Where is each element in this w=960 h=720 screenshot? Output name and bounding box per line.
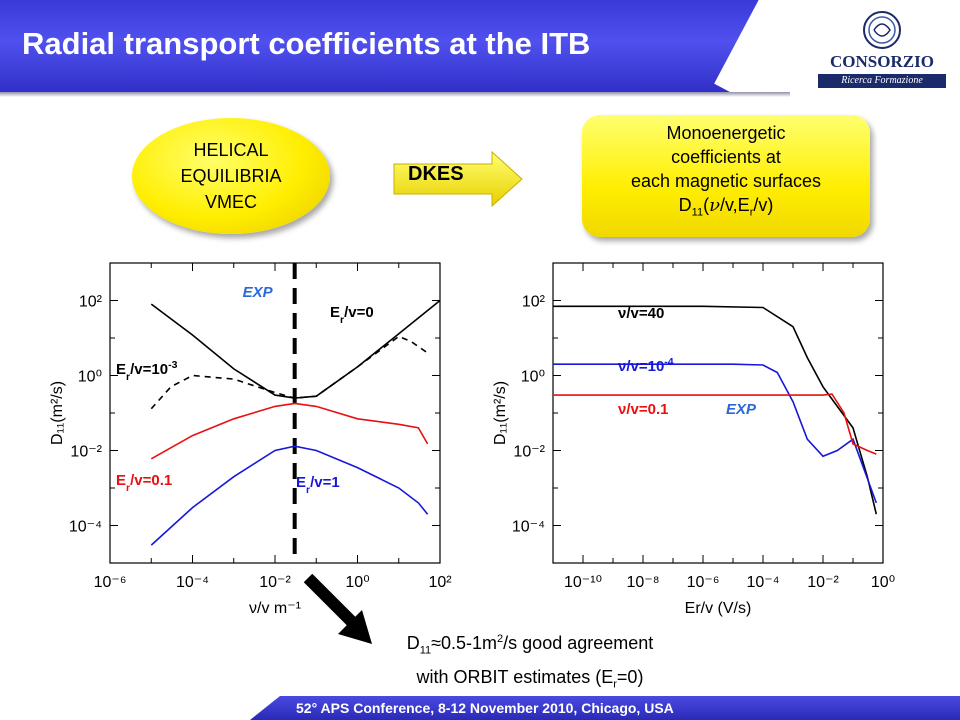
series-label-0: Er/v=0 bbox=[330, 304, 374, 326]
series-label-2: ν/v=0.1 bbox=[618, 401, 668, 418]
mono-line-1: Monoenergetic bbox=[666, 123, 786, 143]
bubble-line-3: VMEC bbox=[204, 192, 257, 212]
y-tick-label: 10⁻² bbox=[70, 444, 102, 461]
series-line-2 bbox=[553, 393, 877, 455]
x-tick-label: 10⁻⁶ bbox=[94, 574, 127, 591]
pointer-arrow-icon bbox=[303, 573, 372, 644]
y-axis-label: D₁₁(m²/s) bbox=[492, 381, 509, 445]
chart-d11-vs-er: 10⁻¹⁰ 10⁻⁸ 10⁻⁶ 10⁻⁴ 10⁻² 10⁰ 10⁻⁴ 10⁻² 10⁰ 10² Er… bbox=[492, 262, 895, 617]
x-tick-label: 10⁻⁸ bbox=[627, 574, 660, 591]
series-line-3 bbox=[150, 445, 429, 546]
y-tick-label: 10⁻⁴ bbox=[512, 519, 545, 536]
monoenergetic-box: Monoenergetic coefficients at each magne… bbox=[582, 115, 870, 237]
bubble-line-2: EQUILIBRIA bbox=[180, 166, 282, 186]
y-tick-label: 10² bbox=[79, 294, 103, 311]
note-text: /s good agreement bbox=[503, 633, 654, 653]
x-tick-label: 10⁰ bbox=[871, 574, 895, 591]
series-label-1: Er/v=10-3 bbox=[116, 359, 178, 383]
x-tick-label: 10⁻¹⁰ bbox=[564, 574, 602, 591]
y-tick-label: 10⁰ bbox=[78, 369, 102, 386]
x-tick-label: 10⁻² bbox=[807, 574, 839, 591]
y-tick-label: 10² bbox=[522, 294, 546, 311]
series-line-0 bbox=[553, 305, 878, 515]
mono-formula: D11(ν/v,Er/v) bbox=[678, 195, 774, 219]
note-unit-sup: 2 bbox=[497, 633, 504, 645]
plot-frame bbox=[552, 262, 884, 564]
x-tick-label: 10⁻² bbox=[259, 574, 291, 591]
logo-emblem-icon bbox=[863, 11, 901, 49]
footer-bar: 52° APS Conference, 8-12 November 2010, … bbox=[250, 696, 960, 720]
note-line2a: with ORBIT estimates (E bbox=[416, 666, 614, 687]
x-axis-label: ν/v m⁻¹ bbox=[249, 600, 301, 617]
plot-frame bbox=[109, 262, 441, 564]
note-line2b: =0) bbox=[616, 666, 644, 687]
series-line-1 bbox=[553, 363, 878, 504]
x-tick-label: 10⁰ bbox=[345, 574, 369, 591]
x-axis-label: Er/v (V/s) bbox=[685, 600, 752, 617]
x-tick-label: 10⁻⁶ bbox=[687, 574, 720, 591]
bubble-line-1: HELICAL bbox=[193, 140, 269, 160]
helical-equilibria-bubble: HELICAL EQUILIBRIA VMEC bbox=[132, 118, 330, 234]
note-value: 0.5-1m bbox=[441, 633, 498, 653]
title-shadow bbox=[0, 92, 790, 97]
series-label-0: ν/v=40 bbox=[618, 305, 664, 322]
y-axis-label: D₁₁(m²/s) bbox=[49, 381, 66, 445]
note-d-sub: 11 bbox=[419, 644, 432, 657]
series-line-2 bbox=[150, 402, 429, 460]
x-tick-label: 10⁻⁴ bbox=[176, 574, 209, 591]
slide-title: Radial transport coefficients at the ITB bbox=[22, 26, 591, 61]
x-tick-label: 10² bbox=[428, 574, 452, 591]
chart-d11-vs-nu: 10⁻⁶ 10⁻⁴ 10⁻² 10⁰ 10² 10⁻⁴ 10⁻² 10⁰ 10² ν/v m⁻¹ D… bbox=[49, 262, 452, 617]
note-d: D bbox=[406, 633, 420, 653]
mono-line-2: coefficients at bbox=[671, 147, 781, 167]
footer-text: 52° APS Conference, 8-12 November 2010, … bbox=[296, 700, 674, 716]
dkes-arrow-icon bbox=[393, 150, 523, 208]
title-bar: Radial transport coefficients at the ITB bbox=[0, 0, 800, 92]
y-tick-label: 10⁻⁴ bbox=[69, 519, 102, 536]
consorzio-logo: CONSORZIO RFX Ricerca Formazione Innovaz… bbox=[812, 8, 952, 100]
x-tick-label: 10⁻⁴ bbox=[746, 574, 779, 591]
exp-label: EXP bbox=[726, 401, 757, 418]
y-tick-label: 10⁻² bbox=[513, 444, 545, 461]
series-label-2: Er/v=0.1 bbox=[116, 472, 172, 494]
series-label-1: ν/v=10-4 bbox=[618, 356, 674, 375]
note-approx: ≈ bbox=[431, 633, 442, 653]
exp-label: EXP bbox=[243, 284, 274, 301]
dkes-label: DKES bbox=[408, 163, 464, 185]
note-line2-sub: r bbox=[613, 678, 617, 691]
y-tick-label: 10⁰ bbox=[521, 369, 545, 386]
series-label-3: Er/v=1 bbox=[296, 474, 340, 496]
agreement-note: D11≈0.5-1m2/s good agreement with ORBIT … bbox=[330, 626, 730, 697]
series-line-1 bbox=[150, 335, 429, 410]
mono-line-3: each magnetic surfaces bbox=[630, 171, 822, 191]
logo-tagline: Ricerca Formazione Innovazione bbox=[818, 74, 946, 100]
